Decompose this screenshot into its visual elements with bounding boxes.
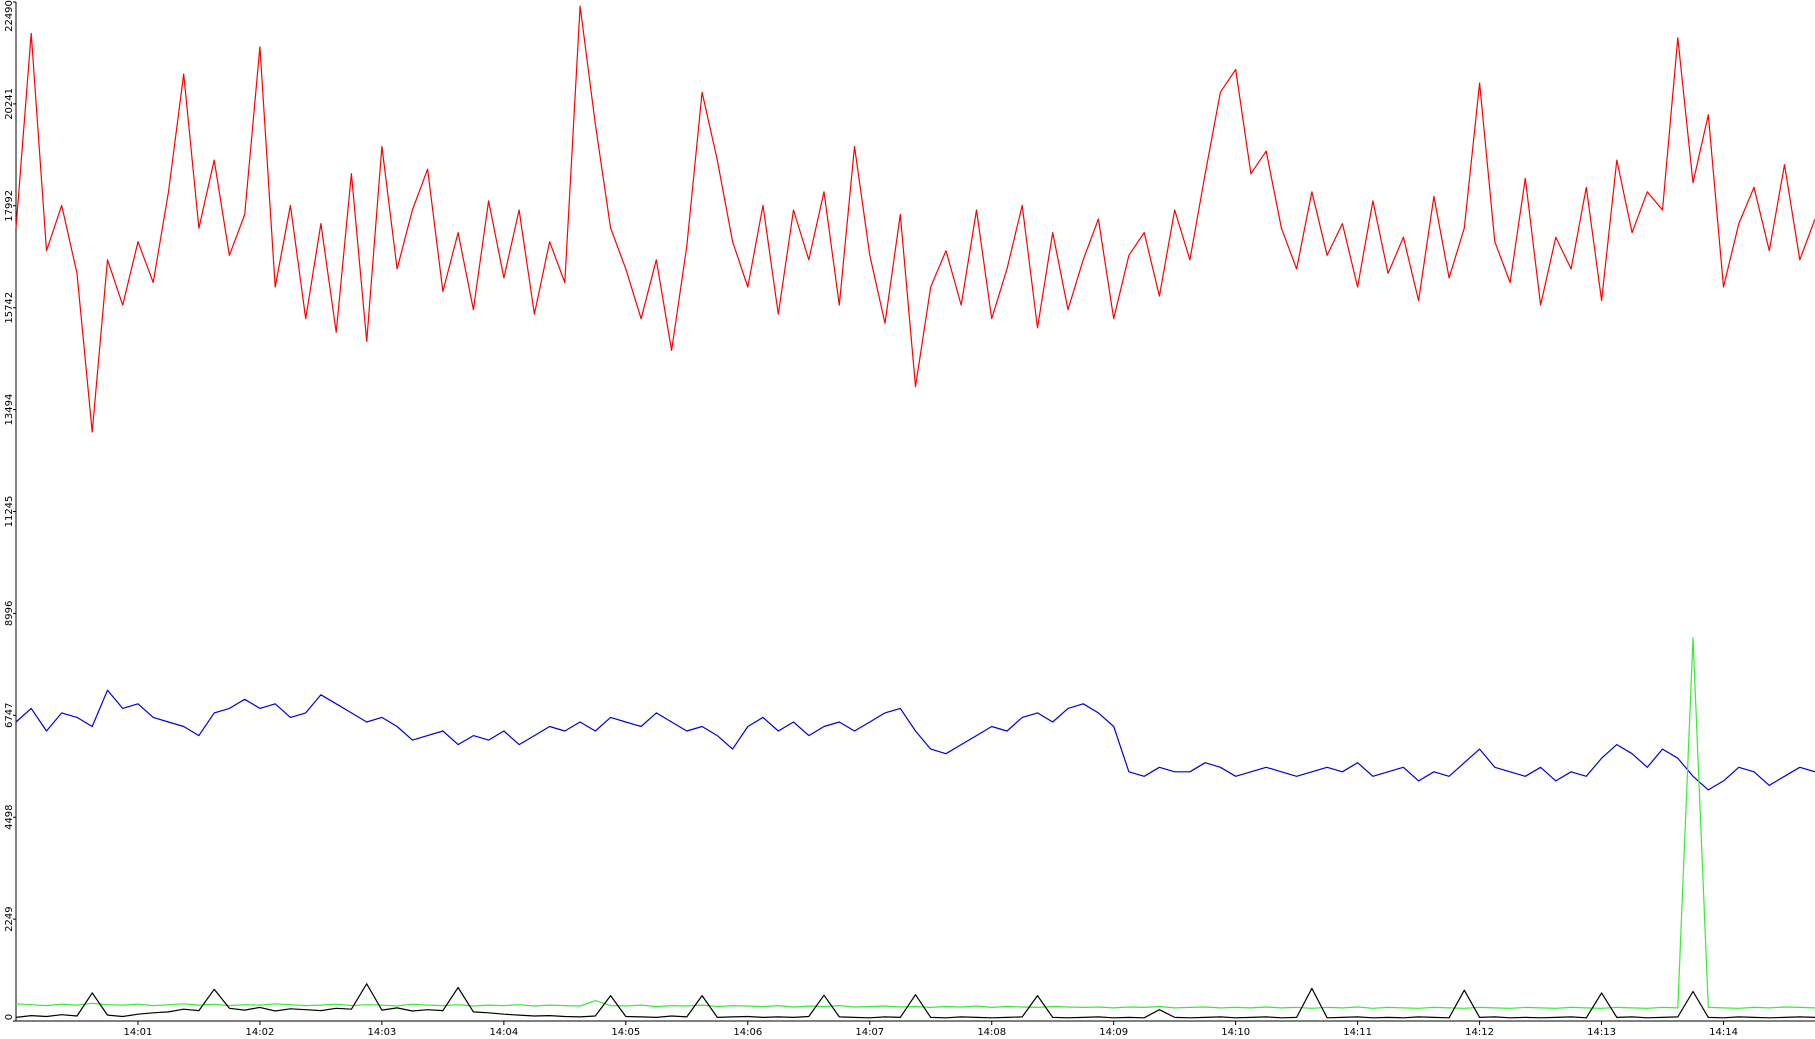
x-tick-label: 14:02: [246, 1027, 275, 1038]
series-line: [15, 5, 1815, 433]
x-tick-label: 14:12: [1465, 1027, 1494, 1038]
series-line: [15, 637, 1815, 1009]
x-tick-label: 14:14: [1709, 1027, 1738, 1038]
y-tick-label: 22490: [4, 0, 15, 32]
y-tick-label: 6747: [4, 703, 15, 728]
y-tick-label: 13494: [4, 394, 15, 426]
series-line: [15, 983, 1815, 1019]
x-tick-label: 14:06: [733, 1027, 762, 1038]
y-tick-label: 2249: [4, 906, 15, 931]
y-tick-label: 17992: [4, 190, 15, 222]
x-tick-label: 14:03: [367, 1027, 396, 1038]
y-tick-label: 0: [4, 1014, 15, 1020]
series-line: [15, 689, 1815, 791]
y-tick-label: 15742: [4, 292, 15, 324]
x-tick-label: 14:10: [1221, 1027, 1250, 1038]
y-tick-label: 8996: [4, 601, 15, 626]
x-tick-label: 14:09: [1099, 1027, 1128, 1038]
x-tick-label: 14:01: [124, 1027, 153, 1038]
y-tick-label: 11245: [4, 496, 15, 528]
x-tick-label: 14:04: [489, 1027, 518, 1038]
x-tick-label: 14:13: [1587, 1027, 1616, 1038]
x-tick-label: 14:11: [1343, 1027, 1372, 1038]
y-tick-label: 4498: [4, 804, 15, 829]
x-tick-label: 14:05: [611, 1027, 640, 1038]
y-tick-label: 20241: [4, 88, 15, 120]
x-tick-label: 14:07: [855, 1027, 884, 1038]
x-tick-label: 14:08: [977, 1027, 1006, 1038]
